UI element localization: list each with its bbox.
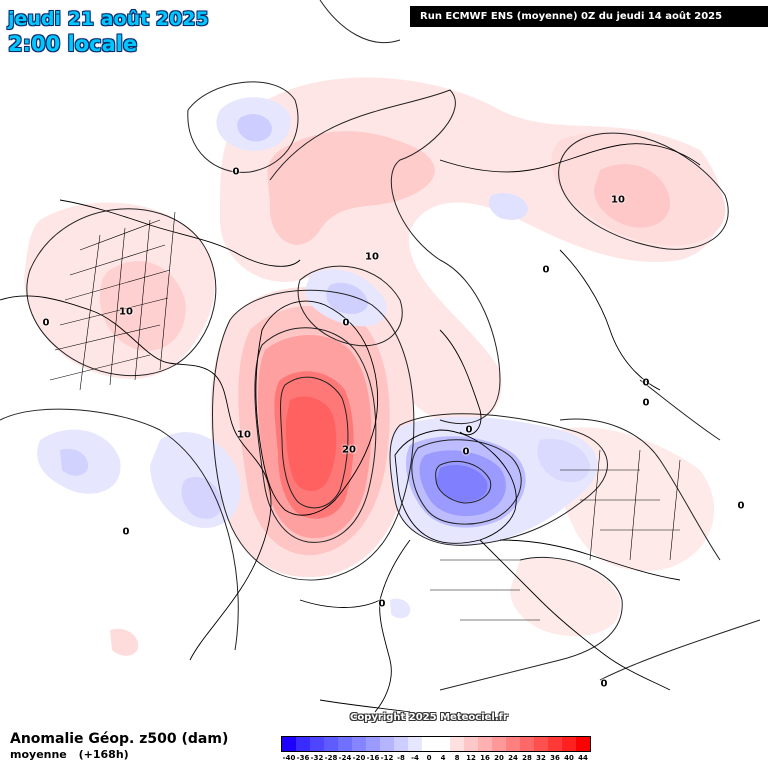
forecast-time: 2:00 locale xyxy=(8,32,138,56)
color-scale-tick-label: -8 xyxy=(397,754,405,762)
lead-time-label: (+168h) xyxy=(78,748,129,761)
color-swatch xyxy=(394,737,408,751)
color-swatch xyxy=(436,737,450,751)
color-scale-tick-label: -28 xyxy=(324,754,338,762)
contour-label: 0 xyxy=(542,264,550,276)
contour-label: 0 xyxy=(465,424,473,436)
contour-label: 10 xyxy=(119,306,133,318)
color-scale-tick-label: 8 xyxy=(454,754,460,762)
map-variable-subtitle: moyenne (+168h) xyxy=(10,748,137,761)
admin-borders xyxy=(49,211,681,621)
color-scale-tick-label: -20 xyxy=(352,754,366,762)
color-swatch xyxy=(576,737,590,751)
contour-label: 0 xyxy=(600,678,608,690)
color-scale-tick-label: -40 xyxy=(282,754,296,762)
color-swatch xyxy=(380,737,394,751)
color-scale-bar xyxy=(281,736,591,752)
color-swatch xyxy=(478,737,492,751)
color-scale-tick-label: 44 xyxy=(578,754,588,762)
color-swatch xyxy=(324,737,338,751)
color-swatch xyxy=(520,737,534,751)
color-scale-tick-label: 28 xyxy=(522,754,532,762)
color-swatch xyxy=(422,737,436,751)
color-swatch xyxy=(464,737,478,751)
coastlines xyxy=(0,143,701,713)
anomaly-isolines xyxy=(0,0,761,691)
color-scale-tick-label: 32 xyxy=(536,754,546,762)
contour-label: 10 xyxy=(611,194,625,206)
color-scale-tick-label: 20 xyxy=(494,754,504,762)
color-swatch xyxy=(450,737,464,751)
color-swatch xyxy=(310,737,324,751)
contour-label: 0 xyxy=(42,317,50,329)
color-scale-tick-label: -12 xyxy=(380,754,394,762)
contour-label: 0 xyxy=(232,166,240,178)
map-variable-title: Anomalie Géop. z500 (dam) xyxy=(10,731,229,747)
color-scale-tick-label: 0 xyxy=(426,754,432,762)
contour-label: 0 xyxy=(122,526,130,538)
forecast-date: jeudi 21 août 2025 xyxy=(8,8,209,30)
color-scale-tick-label: 40 xyxy=(564,754,574,762)
color-scale-tick-label: -16 xyxy=(366,754,380,762)
run-info-banner: Run ECMWF ENS (moyenne) 0Z du jeudi 14 a… xyxy=(410,6,768,27)
color-swatch xyxy=(492,737,506,751)
color-scale-tick-label: 16 xyxy=(480,754,490,762)
contour-label: 0 xyxy=(378,598,386,610)
color-scale-tick-label: -36 xyxy=(296,754,310,762)
color-scale-tick-label: 24 xyxy=(508,754,518,762)
color-scale-tick-label: -24 xyxy=(338,754,352,762)
color-swatch xyxy=(366,737,380,751)
color-scale-tick-label: -4 xyxy=(411,754,419,762)
contour-label: 10 xyxy=(237,429,251,441)
color-swatch xyxy=(338,737,352,751)
contour-label: 0 xyxy=(342,317,350,329)
contour-label: 10 xyxy=(365,251,379,263)
ensemble-mean-label: moyenne xyxy=(10,748,67,761)
color-swatch xyxy=(562,737,576,751)
contour-label: 0 xyxy=(642,377,650,389)
color-scale-tick-label: 12 xyxy=(466,754,476,762)
color-swatch xyxy=(506,737,520,751)
color-swatch xyxy=(352,737,366,751)
run-info-text: Run ECMWF ENS (moyenne) 0Z du jeudi 14 a… xyxy=(420,11,723,22)
color-swatch xyxy=(408,737,422,751)
contour-label: 0 xyxy=(642,397,650,409)
color-scale-tick-label: 4 xyxy=(440,754,446,762)
positive-anomaly-shading xyxy=(24,77,726,656)
contour-label: 0 xyxy=(462,446,470,458)
copyright-text: Copyright 2025 Meteociel.fr xyxy=(350,712,508,723)
negative-anomaly-shading xyxy=(37,97,598,619)
color-swatch xyxy=(282,737,296,751)
color-swatch xyxy=(534,737,548,751)
color-swatch xyxy=(296,737,310,751)
color-swatch xyxy=(548,737,562,751)
contour-label: 0 xyxy=(737,500,745,512)
color-scale-tick-label: 36 xyxy=(550,754,560,762)
contour-label: 20 xyxy=(342,444,356,456)
color-scale-tick-label: -32 xyxy=(310,754,324,762)
